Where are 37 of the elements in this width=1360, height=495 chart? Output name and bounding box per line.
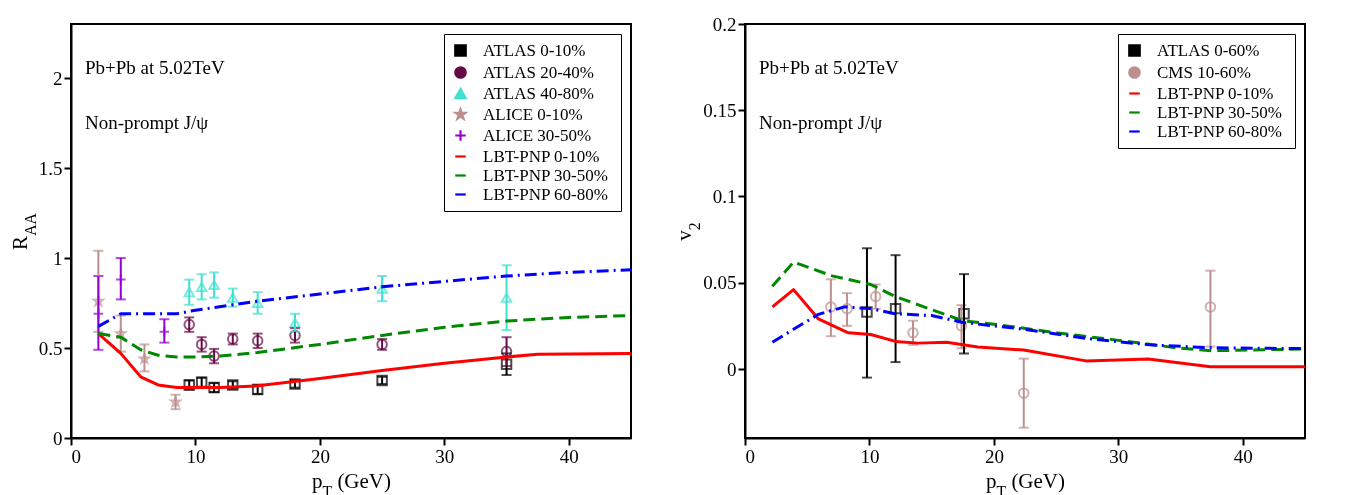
y-tick-label: 0 <box>53 427 63 449</box>
legend-label: LBT-PNP 60-80% <box>1157 121 1282 141</box>
annotation: Pb+Pb at 5.02TeV <box>85 57 226 78</box>
legend-label: ATLAS 0-10% <box>483 40 586 60</box>
annotation: Pb+Pb at 5.02TeV <box>759 57 900 78</box>
x-tick-label: 40 <box>1233 445 1253 467</box>
legend-label: ALICE 30-50% <box>483 125 592 145</box>
annotation: Non-prompt J/ψ <box>759 112 883 133</box>
legend-label: CMS 10-60% <box>1157 62 1251 82</box>
y-tick-label: 2 <box>53 67 63 89</box>
legend-label: ALICE 0-10% <box>483 104 583 124</box>
legend-label: LBT-PNP 30-50% <box>1157 102 1282 122</box>
y-tick-label: 0.15 <box>703 99 737 121</box>
x-tick-label: 10 <box>186 445 206 467</box>
x-tick-label: 30 <box>1109 445 1129 467</box>
annotation: Non-prompt J/ψ <box>85 112 209 133</box>
x-tick-label: 0 <box>71 445 81 467</box>
y-tick-label: 0.5 <box>38 337 63 359</box>
legend-label: ATLAS 0-60% <box>1157 40 1260 60</box>
y-tick-label: 1 <box>53 247 63 269</box>
x-tick-label: 20 <box>310 445 330 467</box>
legend-label: LBT-PNP 60-80% <box>483 184 608 204</box>
legend-label: LBT-PNP 0-10% <box>483 146 600 166</box>
legend-label: ATLAS 20-40% <box>483 62 594 82</box>
x-tick-label: 10 <box>860 445 880 467</box>
x-tick-label: 20 <box>984 445 1004 467</box>
y-tick-label: 0.2 <box>712 13 737 35</box>
y-tick-label: 1.5 <box>38 157 63 179</box>
x-tick-label: 40 <box>559 445 579 467</box>
y-tick-label: 0 <box>727 358 737 380</box>
y-tick-label: 0.1 <box>712 186 737 207</box>
legend-label: LBT-PNP 30-50% <box>483 165 608 185</box>
legend-label: LBT-PNP 0-10% <box>1157 83 1274 103</box>
x-tick-label: 0 <box>745 445 755 467</box>
legend-label: ATLAS 40-80% <box>483 83 594 103</box>
y-tick-label: 0.05 <box>703 272 737 294</box>
x-tick-label: 30 <box>435 445 455 467</box>
